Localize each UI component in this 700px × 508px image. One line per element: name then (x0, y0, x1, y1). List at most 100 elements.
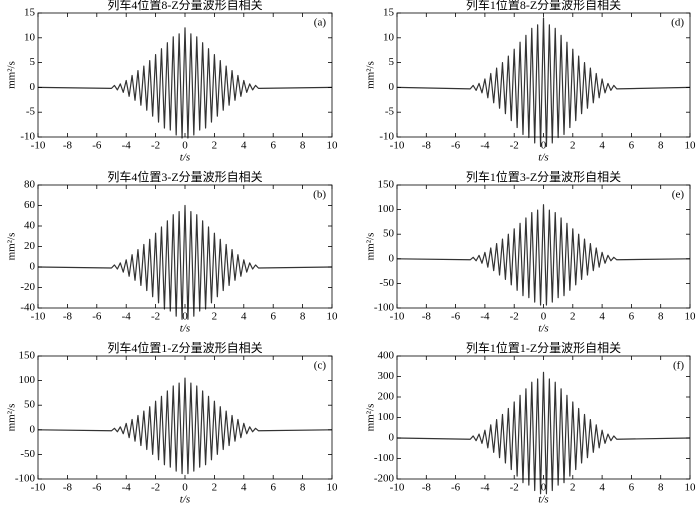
waveform (396, 371, 691, 495)
y-tick-label: 40 (24, 220, 36, 232)
x-tick-label: 10 (685, 482, 697, 494)
x-tick-label: 4 (599, 482, 605, 494)
x-tick-label: 8 (300, 311, 306, 323)
y-tick-label: 10 (24, 31, 36, 43)
x-tick-label: 0 (541, 482, 547, 494)
x-axis-label: t/s (538, 323, 548, 335)
y-tick-label: 50 (24, 399, 36, 411)
panel-label: (d) (671, 17, 684, 29)
x-tick-label: 8 (658, 482, 664, 494)
x-tick-label: 6 (629, 140, 635, 152)
subplot-title: 列车4位置8-Z分量波形自相关 (107, 0, 262, 12)
x-tick-label: 6 (629, 482, 635, 494)
y-tick-label: 20 (24, 240, 36, 252)
y-tick-label: -5 (26, 106, 36, 118)
x-tick-label: -10 (31, 311, 46, 323)
x-tick-label: -2 (151, 140, 160, 152)
x-axis-label: t/s (180, 494, 190, 506)
x-tick-label: 0 (182, 140, 188, 152)
x-tick-label: 4 (241, 311, 247, 323)
y-tick-label: -100 (374, 452, 395, 464)
subplot-title: 列车1位置1-Z分量波形自相关 (466, 340, 621, 355)
x-tick-label: -4 (480, 311, 490, 323)
x-tick-label: 0 (541, 311, 547, 323)
x-tick-label: -4 (122, 311, 132, 323)
y-tick-label: -10 (379, 131, 394, 143)
x-axis-label: t/s (180, 323, 190, 335)
y-tick-label: 15 (24, 7, 36, 19)
y-tick-label: -10 (20, 131, 35, 143)
panel-label: (f) (673, 360, 684, 372)
y-axis-label: mm²/s (365, 233, 377, 261)
x-tick-label: 6 (270, 140, 276, 152)
x-tick-label: -6 (92, 311, 102, 323)
x-tick-label: 6 (270, 311, 276, 323)
y-tick-label: 100 (378, 411, 395, 423)
y-tick-label: -20 (20, 281, 35, 293)
plot-frame (37, 355, 333, 480)
y-tick-label: 0 (30, 261, 36, 273)
y-tick-label: 15 (383, 7, 395, 19)
panel-label: (e) (672, 189, 685, 201)
y-tick-label: -50 (379, 277, 394, 289)
x-tick-label: 4 (241, 140, 247, 152)
x-tick-label: -2 (151, 311, 160, 323)
waveform (37, 204, 333, 320)
y-tick-label: 5 (389, 56, 395, 68)
y-axis-label: mm²/s (365, 404, 377, 432)
y-tick-label: 300 (378, 370, 395, 382)
x-tick-label: -8 (63, 482, 73, 494)
x-tick-label: -10 (31, 140, 46, 152)
x-tick-label: 10 (685, 140, 697, 152)
y-tick-label: -50 (20, 448, 35, 460)
y-axis-label: mm²/s (6, 404, 18, 432)
x-tick-label: 6 (270, 482, 276, 494)
panel-label: (c) (314, 360, 327, 372)
x-axis-label: t/s (538, 152, 548, 164)
x-tick-label: -6 (92, 140, 102, 152)
x-tick-label: -4 (122, 482, 132, 494)
x-tick-label: -6 (451, 140, 461, 152)
x-tick-label: -10 (390, 311, 405, 323)
x-tick-label: 4 (241, 482, 247, 494)
x-tick-label: 2 (212, 140, 218, 152)
x-tick-label: 8 (658, 140, 664, 152)
x-tick-label: 2 (570, 311, 576, 323)
x-tick-label: 6 (629, 311, 635, 323)
subplot-title: 列车1位置8-Z分量波形自相关 (466, 0, 621, 12)
subplot-title: 列车1位置3-Z分量波形自相关 (466, 169, 621, 184)
x-tick-label: -10 (390, 482, 405, 494)
y-tick-label: 5 (30, 56, 36, 68)
y-tick-label: -200 (374, 473, 395, 485)
x-tick-label: 2 (570, 482, 576, 494)
waveform (396, 17, 691, 148)
y-tick-label: 0 (389, 81, 395, 93)
subplot-title: 列车4位置3-Z分量波形自相关 (107, 169, 262, 184)
x-tick-label: 10 (327, 140, 339, 152)
y-tick-label: 50 (383, 228, 395, 240)
x-tick-label: -10 (31, 482, 46, 494)
x-tick-label: -8 (422, 311, 432, 323)
x-tick-label: 4 (599, 140, 605, 152)
x-tick-label: 10 (327, 482, 339, 494)
y-tick-label: 0 (389, 432, 395, 444)
y-axis-label: mm²/s (6, 61, 18, 89)
x-tick-label: 2 (570, 140, 576, 152)
x-tick-label: -4 (480, 482, 490, 494)
x-tick-label: 10 (685, 311, 697, 323)
x-axis-label: t/s (538, 494, 548, 506)
y-tick-label: 0 (30, 423, 36, 435)
plot-frame (37, 184, 333, 309)
x-tick-label: -2 (151, 482, 160, 494)
y-tick-label: 80 (24, 179, 36, 191)
y-axis-label: mm²/s (6, 233, 18, 261)
x-tick-label: -2 (510, 311, 519, 323)
x-tick-label: 8 (300, 482, 306, 494)
x-tick-label: -8 (422, 482, 432, 494)
x-tick-label: 2 (212, 482, 218, 494)
waveform (37, 377, 333, 475)
y-tick-label: -100 (374, 302, 395, 314)
x-tick-label: -8 (422, 140, 432, 152)
y-tick-label: 200 (378, 391, 395, 403)
